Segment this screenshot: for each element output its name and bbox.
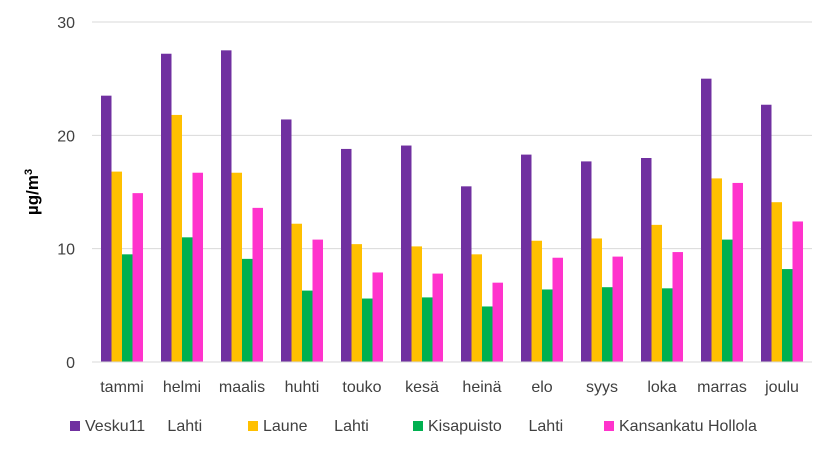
bar xyxy=(612,256,623,362)
bar xyxy=(662,288,673,362)
bar xyxy=(701,78,712,363)
bar xyxy=(771,202,782,362)
bar xyxy=(521,154,532,362)
legend-label: Laune Lahti xyxy=(263,418,369,435)
x-tick-label: syys xyxy=(586,379,618,396)
y-axis-label: µg/m3 xyxy=(23,169,42,215)
bar xyxy=(722,239,733,362)
legend: Vesku11 Lahti Laune Lahti Kisapuisto Lahti… xyxy=(70,418,757,435)
bar xyxy=(581,161,592,362)
bar xyxy=(372,272,383,362)
bar xyxy=(182,237,193,362)
x-tick-label: marras xyxy=(697,379,747,396)
y-tick-label: 20 xyxy=(57,128,75,145)
bar xyxy=(471,254,482,362)
legend-swatch xyxy=(604,421,614,431)
bar xyxy=(411,246,422,362)
bar xyxy=(171,114,182,362)
legend-swatch xyxy=(70,421,80,431)
bar xyxy=(302,290,313,362)
bar xyxy=(531,240,542,362)
bar xyxy=(362,298,373,362)
x-axis-categories: tammi helmi maalis huhti touko kesä heinä elo sy… xyxy=(100,379,799,396)
bar xyxy=(602,287,613,362)
bar xyxy=(641,158,652,362)
x-tick-label: kesä xyxy=(405,379,439,396)
bar xyxy=(672,252,683,362)
bar xyxy=(281,119,292,362)
legend-label: Kisapuisto Lahti xyxy=(428,418,563,435)
bar xyxy=(341,148,352,362)
bar xyxy=(432,273,443,362)
x-tick-label: huhti xyxy=(285,379,320,396)
bar xyxy=(422,297,433,362)
bar xyxy=(291,223,302,362)
bar xyxy=(312,239,323,362)
bar xyxy=(101,95,112,363)
bar xyxy=(132,193,143,362)
bar xyxy=(542,289,553,362)
bar xyxy=(651,224,662,362)
bar xyxy=(111,171,122,362)
legend-swatch xyxy=(413,421,423,431)
bar xyxy=(161,53,172,362)
bar xyxy=(192,172,203,362)
bar xyxy=(782,269,793,362)
bars xyxy=(101,50,803,363)
bar xyxy=(482,306,493,362)
bar xyxy=(252,207,263,362)
y-tick-label: 30 xyxy=(57,15,75,32)
x-tick-label: tammi xyxy=(100,379,144,396)
legend-label: Vesku11 Lahti xyxy=(85,418,202,435)
y-axis-ticks: 0 10 20 30 xyxy=(57,15,75,372)
x-tick-label: heinä xyxy=(462,379,501,396)
x-tick-label: loka xyxy=(647,379,676,396)
x-tick-label: elo xyxy=(531,379,552,396)
bar xyxy=(351,244,362,362)
legend-swatch xyxy=(248,421,258,431)
y-tick-label: 10 xyxy=(57,242,75,259)
bar xyxy=(242,258,253,362)
bar xyxy=(401,145,412,362)
bar xyxy=(552,257,563,362)
bar xyxy=(732,182,743,362)
gridlines xyxy=(92,21,812,250)
x-tick-label: helmi xyxy=(163,379,201,396)
bar xyxy=(231,172,242,362)
bar xyxy=(761,104,772,362)
bar xyxy=(711,178,722,362)
x-tick-label: touko xyxy=(342,379,381,396)
bar xyxy=(461,186,472,362)
legend-label: Kansankatu Hollola xyxy=(619,418,757,435)
x-tick-label: joulu xyxy=(764,379,799,396)
x-tick-label: maalis xyxy=(219,379,265,396)
y-tick-label: 0 xyxy=(66,355,75,372)
bar xyxy=(492,282,503,362)
bar xyxy=(221,50,232,362)
bar xyxy=(792,221,803,362)
bar xyxy=(122,254,133,362)
bar xyxy=(591,238,602,362)
